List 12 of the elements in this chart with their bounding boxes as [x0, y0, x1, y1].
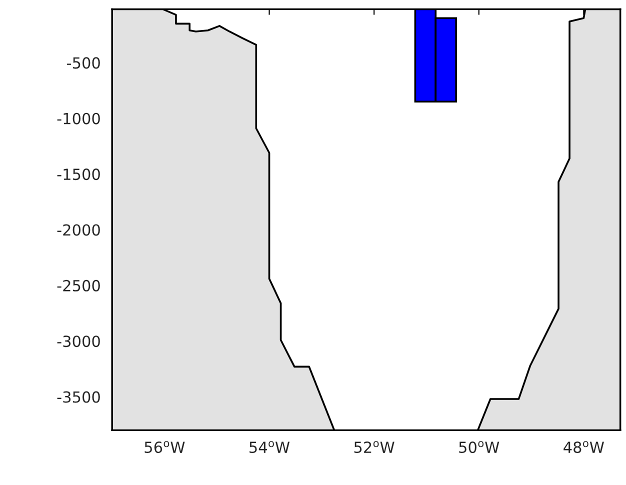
- x-tick-label: 56$^{o}$W: [144, 441, 185, 454]
- x-tick-label: 52$^{o}$W: [354, 441, 394, 454]
- y-tick-label: -2500: [57, 280, 100, 292]
- y-tick-label: -3000: [57, 336, 100, 348]
- y-tick-label: -500: [67, 57, 100, 69]
- x-tick-label: 54$^{o}$W: [250, 441, 290, 454]
- y-tick-label: -2000: [57, 224, 100, 236]
- y-tick-label: -3500: [57, 391, 100, 403]
- y-tick-label: -1500: [57, 168, 100, 180]
- x-tick-label: 48$^{o}$W: [564, 441, 604, 454]
- y-tick-label: -1000: [57, 112, 100, 124]
- x-tick-label: 50$^{o}$W: [459, 441, 500, 454]
